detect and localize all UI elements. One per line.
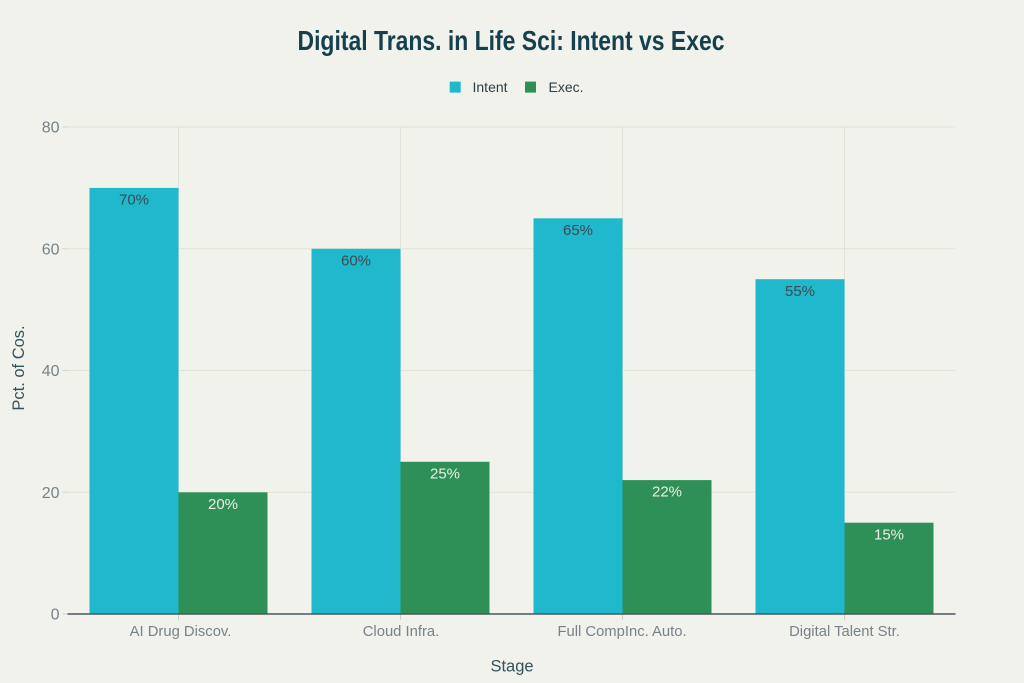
svg-text:Cloud Infra.: Cloud Infra.: [363, 624, 440, 640]
svg-text:20%: 20%: [208, 496, 238, 513]
svg-text:Digital Talent Str.: Digital Talent Str.: [789, 624, 900, 640]
svg-text:40: 40: [42, 363, 60, 380]
svg-text:65%: 65%: [563, 222, 593, 239]
svg-text:Stage: Stage: [490, 658, 533, 676]
svg-text:Intent: Intent: [473, 79, 508, 95]
svg-text:Exec.: Exec.: [549, 79, 584, 95]
svg-text:60%: 60%: [341, 252, 371, 269]
svg-text:55%: 55%: [785, 283, 815, 300]
svg-text:AI Drug Discov.: AI Drug Discov.: [130, 624, 232, 640]
svg-text:20: 20: [42, 485, 60, 502]
svg-text:15%: 15%: [874, 526, 904, 543]
svg-text:80: 80: [42, 120, 60, 137]
svg-text:22%: 22%: [652, 484, 682, 501]
svg-text:60: 60: [42, 241, 60, 258]
svg-text:0: 0: [51, 607, 60, 624]
svg-text:Digital Trans. in Life Sci: In: Digital Trans. in Life Sci: Intent vs Ex…: [298, 25, 725, 56]
svg-text:70%: 70%: [119, 192, 149, 209]
svg-text:25%: 25%: [430, 465, 460, 482]
svg-text:Full CompInc. Auto.: Full CompInc. Auto.: [557, 624, 686, 640]
svg-text:Pct. of Cos.: Pct. of Cos.: [10, 325, 28, 410]
